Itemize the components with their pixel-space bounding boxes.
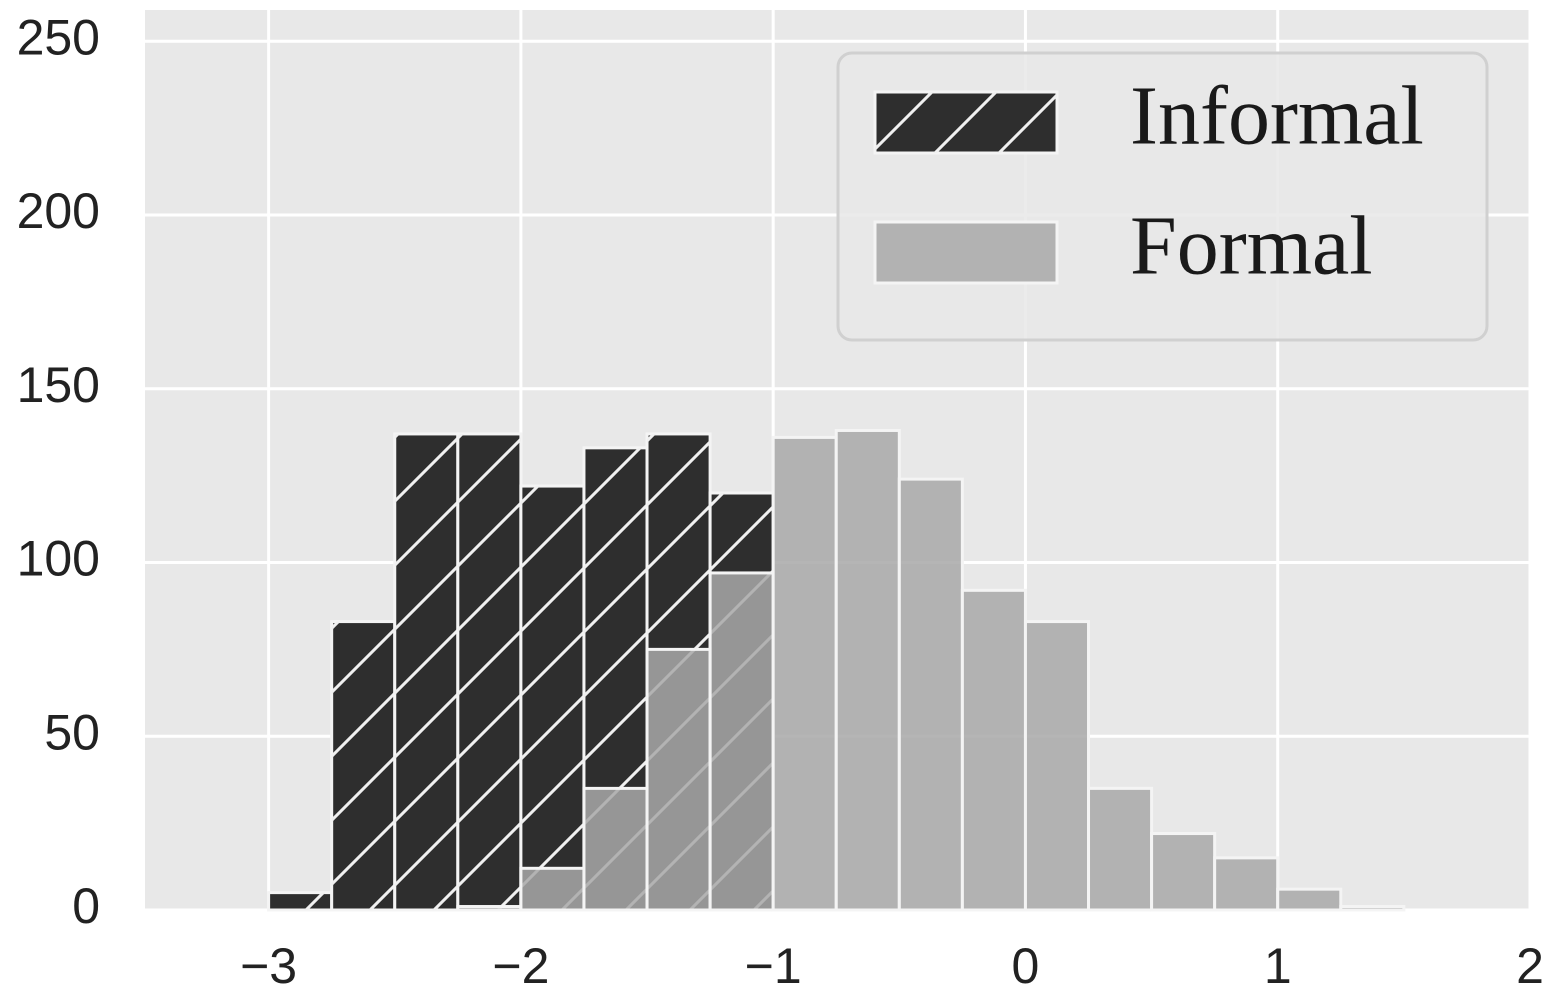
bar-group — [582, 786, 649, 912]
bar — [960, 588, 1027, 912]
bar-group — [519, 484, 586, 912]
bar-group — [645, 647, 712, 912]
bar — [834, 428, 901, 912]
bar-group — [456, 432, 523, 912]
x-tick-label: 1 — [1264, 938, 1292, 994]
bar-group — [1213, 856, 1280, 912]
bar — [1339, 905, 1406, 912]
bar-group — [960, 588, 1027, 912]
bar — [645, 647, 712, 912]
legend-label: Informal — [1130, 69, 1424, 162]
bar-hatch — [457, 433, 521, 910]
bar-group — [834, 428, 901, 912]
x-tick-label: −3 — [240, 938, 297, 994]
x-tick-label: −2 — [492, 938, 549, 994]
bar-group — [393, 432, 460, 912]
bar-group — [330, 620, 397, 912]
legend-label: Formal — [1130, 199, 1373, 292]
bar-group — [708, 571, 775, 912]
bar — [897, 477, 964, 912]
y-tick-label: 200 — [17, 183, 100, 239]
bar-hatch — [394, 433, 458, 910]
bar — [771, 435, 838, 912]
y-tick-label: 150 — [17, 357, 100, 413]
bar-group — [519, 866, 586, 912]
bar — [519, 866, 586, 912]
bar-hatch — [331, 621, 395, 910]
bar-group — [267, 891, 334, 912]
bar-group — [1276, 887, 1343, 912]
bar — [582, 786, 649, 912]
bar — [1023, 620, 1091, 912]
bar — [1276, 887, 1343, 912]
bar-group — [1339, 905, 1406, 912]
x-tick-label: −1 — [745, 938, 802, 994]
bar — [708, 571, 775, 912]
bar — [456, 905, 523, 912]
y-tick-label: 0 — [72, 878, 100, 934]
x-tick-label: 0 — [1012, 938, 1040, 994]
bar — [1150, 832, 1217, 912]
bar-group — [1087, 786, 1154, 912]
bar-hatch — [520, 486, 584, 910]
bar-group — [771, 435, 838, 912]
bar-group — [897, 477, 964, 912]
bar-group — [456, 905, 523, 912]
y-tick-label: 100 — [17, 531, 100, 587]
bar-group — [1023, 620, 1091, 912]
y-tick-label: 250 — [17, 9, 100, 65]
bar-group — [1150, 832, 1217, 912]
bar — [1213, 856, 1280, 912]
y-tick-label: 50 — [44, 704, 100, 760]
bar — [1087, 786, 1154, 912]
legend-swatch — [873, 220, 1059, 285]
legend-swatch-hatch — [875, 92, 1057, 153]
x-tick-label: 2 — [1516, 938, 1544, 994]
bar-hatch — [268, 892, 332, 910]
